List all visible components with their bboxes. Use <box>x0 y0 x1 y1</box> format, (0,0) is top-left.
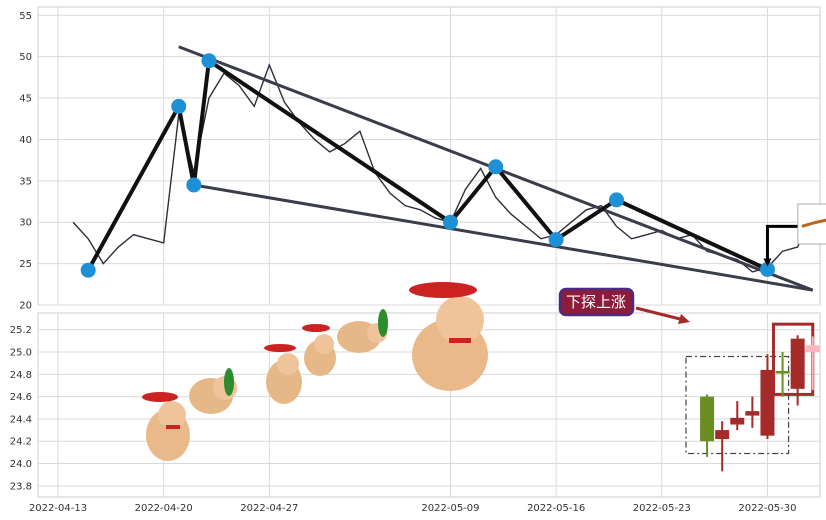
highlight-box <box>685 355 790 455</box>
candle-body <box>760 369 775 436</box>
dog-sprite <box>189 368 237 414</box>
sleigh-sticker-figures <box>801 218 826 228</box>
date-axis: 2022-04-13 2022-04-20 2022-04-27 2022-05-09… <box>29 503 797 514</box>
annotation-box <box>558 287 635 317</box>
pivot-point <box>609 192 625 208</box>
annotation-arrow <box>635 306 685 322</box>
price-panel: 20 25 30 35 40 45 50 55 <box>19 6 826 312</box>
candle-y-tick-label: 25.0 <box>10 348 32 359</box>
price-panel-frame <box>37 6 821 306</box>
candle-panel: 23.8 24.0 24.2 24.4 24.6 24.8 25.0 25.2 2022-04… <box>10 282 821 514</box>
price-y-tick-label: 40 <box>19 135 32 146</box>
pivot-point <box>442 214 458 230</box>
date-tick-label: 2022-05-09 <box>421 503 479 514</box>
candle-y-tick-label: 23.8 <box>10 481 32 492</box>
pivot-point <box>488 159 504 175</box>
candle-y-tick-label: 24.4 <box>10 414 32 425</box>
price-y-tick-label: 55 <box>19 11 32 22</box>
price-plot <box>72 45 826 292</box>
price-y-tick-label: 20 <box>19 301 32 312</box>
candle-body <box>700 396 715 442</box>
pivot-point <box>548 232 564 248</box>
candle-body <box>775 370 790 374</box>
price-y-tick-label: 50 <box>19 52 32 63</box>
candle-body <box>715 430 730 440</box>
date-tick-label: 2022-04-20 <box>135 503 193 514</box>
candle-y-tick-label: 24.6 <box>10 392 32 403</box>
price-y-axis: 20 25 30 35 40 45 50 55 <box>19 11 32 312</box>
date-tick-label: 2022-05-23 <box>633 503 691 514</box>
dog-sprite <box>302 324 336 376</box>
candle-y-tick-label: 25.2 <box>10 325 32 336</box>
price-grid <box>38 7 820 306</box>
candle-y-tick-label: 24.2 <box>10 437 32 448</box>
dog-sprite <box>337 309 388 353</box>
flying-dog-decoration <box>142 282 488 461</box>
date-tick-label: 2022-04-13 <box>29 503 87 514</box>
dog-sprite <box>142 392 190 461</box>
annotation-callout: 下探上涨 <box>558 287 690 324</box>
candle-body <box>805 345 820 353</box>
date-tick-label: 2022-05-16 <box>527 503 585 514</box>
target-arrowhead <box>763 258 772 267</box>
price-y-tick-label: 30 <box>19 218 32 229</box>
pivot-point <box>186 177 202 193</box>
date-tick-label: 2022-04-27 <box>240 503 298 514</box>
candle-body <box>790 338 805 389</box>
trendline <box>193 183 814 292</box>
dog-sprite <box>264 344 302 404</box>
candle-body <box>745 411 760 416</box>
candle-body <box>730 417 745 425</box>
pivot-point <box>171 98 187 114</box>
pivot-point <box>759 261 775 277</box>
annotation-arrowhead <box>678 314 690 324</box>
date-tick-label: 2022-05-30 <box>738 503 796 514</box>
dog-sprite <box>409 282 488 391</box>
candle-y-tick-label: 24.0 <box>10 459 32 470</box>
candle-y-tick-label: 24.8 <box>10 370 32 381</box>
annotation-label: 下探上涨 <box>566 293 626 311</box>
pivot-point <box>80 262 96 278</box>
price-y-tick-label: 45 <box>19 94 32 105</box>
candle-plot <box>685 322 820 472</box>
pivot-point <box>201 53 217 69</box>
candle-y-axis: 23.8 24.0 24.2 24.4 24.6 24.8 25.0 25.2 <box>10 325 32 492</box>
price-y-tick-label: 25 <box>19 259 32 270</box>
price-y-tick-label: 35 <box>19 176 32 187</box>
